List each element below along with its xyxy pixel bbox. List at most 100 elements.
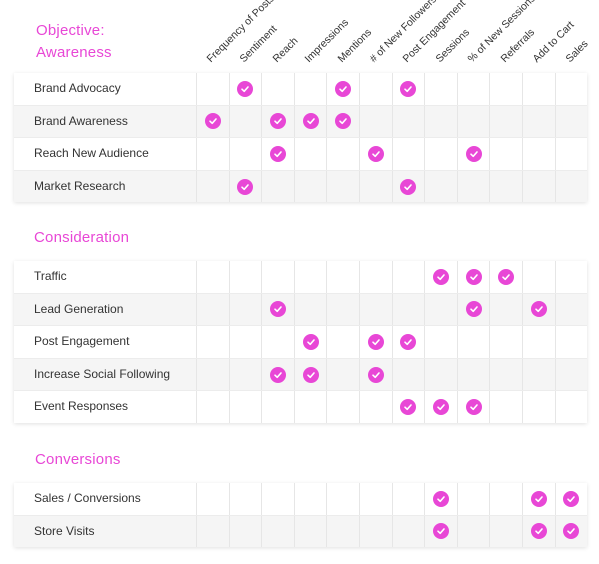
matrix-cell — [456, 138, 490, 170]
matrix-cell — [293, 293, 327, 326]
matrix-cell — [521, 358, 555, 391]
check-circle-icon — [302, 366, 319, 383]
matrix-cell — [326, 73, 359, 105]
table-row: Lead Generation — [14, 293, 588, 327]
matrix-cell — [261, 515, 294, 548]
matrix-cell — [261, 293, 294, 326]
section-title-line-2: Awareness — [36, 44, 112, 61]
row-label: Post Engagement — [34, 334, 130, 349]
row-label: Increase Social Following — [34, 366, 171, 381]
table-row: Post Engagement — [14, 326, 587, 359]
matrix-cell — [391, 483, 425, 515]
matrix-cell — [195, 515, 229, 548]
matrix-cell — [326, 261, 359, 293]
table-row: Store Visits — [14, 515, 587, 548]
matrix-cell — [261, 170, 294, 203]
check-circle-icon — [465, 145, 482, 162]
matrix-cell — [358, 261, 392, 293]
matrix-cell — [293, 515, 327, 548]
matrix-cell — [293, 326, 327, 358]
matrix-cell — [391, 170, 425, 203]
check-circle-icon — [465, 399, 482, 416]
matrix-cell — [326, 326, 359, 358]
row-label: Traffic — [34, 269, 67, 283]
matrix-cell — [456, 391, 490, 423]
matrix-cell — [293, 105, 327, 138]
check-circle-icon — [465, 301, 482, 318]
matrix-cell — [554, 105, 588, 138]
section-title-conversions: Conversions — [35, 449, 121, 471]
matrix-cell — [554, 391, 588, 423]
matrix-cell — [293, 73, 327, 105]
check-circle-icon — [563, 490, 580, 507]
matrix-cell — [326, 391, 359, 423]
matrix-cell — [424, 326, 457, 358]
table-row: Sales / Conversions — [14, 483, 587, 516]
matrix-cell — [489, 105, 522, 138]
row-label: Brand Awareness — [34, 113, 128, 128]
matrix-cell — [261, 483, 294, 515]
matrix-cell — [293, 138, 327, 170]
check-circle-icon — [367, 333, 384, 350]
check-circle-icon — [400, 80, 417, 97]
matrix-cell — [489, 293, 522, 326]
matrix-cell — [326, 293, 359, 326]
conversions-table: Sales / Conversions Store Visits — [14, 483, 587, 548]
matrix-cell — [554, 326, 588, 358]
matrix-cell — [195, 358, 229, 391]
matrix-cell — [228, 358, 262, 391]
matrix-cell — [424, 515, 457, 548]
matrix-cell — [521, 326, 555, 358]
matrix-cell — [521, 293, 555, 326]
table-row: Brand Awareness — [14, 105, 588, 139]
check-circle-icon — [367, 366, 384, 383]
matrix-cell — [456, 358, 490, 391]
matrix-cell — [358, 138, 392, 170]
matrix-cell — [554, 293, 588, 326]
matrix-cell — [521, 170, 555, 203]
matrix-cell — [293, 261, 327, 293]
check-circle-icon — [400, 333, 417, 350]
check-circle-icon — [530, 490, 547, 507]
matrix-cell — [326, 138, 359, 170]
matrix-cell — [456, 170, 490, 203]
matrix-cell — [456, 105, 490, 138]
matrix-cell — [424, 261, 457, 293]
matrix-cell — [424, 138, 457, 170]
section-title-awareness: Objective: Awareness — [36, 20, 112, 64]
matrix-cell — [554, 483, 588, 515]
matrix-cell — [424, 483, 457, 515]
column-header: Sales — [563, 37, 591, 65]
matrix-cell — [228, 483, 262, 515]
check-circle-icon — [367, 145, 384, 162]
check-circle-icon — [237, 80, 254, 97]
matrix-cell — [195, 326, 229, 358]
matrix-cell — [358, 515, 392, 548]
matrix-cell — [228, 170, 262, 203]
matrix-cell — [391, 515, 425, 548]
matrix-cell — [195, 170, 229, 203]
matrix-cell — [456, 73, 490, 105]
table-row: Market Research — [14, 170, 587, 203]
matrix-cell — [358, 483, 392, 515]
matrix-cell — [424, 293, 457, 326]
matrix-cell — [261, 358, 294, 391]
check-circle-icon — [563, 523, 580, 540]
matrix-cell — [391, 391, 425, 423]
matrix-cell — [195, 138, 229, 170]
matrix-cell — [554, 138, 588, 170]
matrix-cell — [489, 391, 522, 423]
awareness-table: Brand Advocacy Brand Awareness Reach New A… — [14, 73, 588, 203]
section-title-line-1: Conversions — [35, 451, 121, 468]
matrix-cell — [489, 170, 522, 203]
matrix-cell — [456, 326, 490, 358]
check-circle-icon — [269, 145, 286, 162]
check-circle-icon — [465, 268, 482, 285]
matrix-cell — [521, 105, 555, 138]
matrix-cell — [424, 105, 457, 138]
matrix-cell — [424, 170, 457, 203]
matrix-cell — [521, 515, 555, 548]
table-row: Traffic — [14, 261, 587, 294]
check-circle-icon — [530, 301, 547, 318]
check-circle-icon — [302, 333, 319, 350]
